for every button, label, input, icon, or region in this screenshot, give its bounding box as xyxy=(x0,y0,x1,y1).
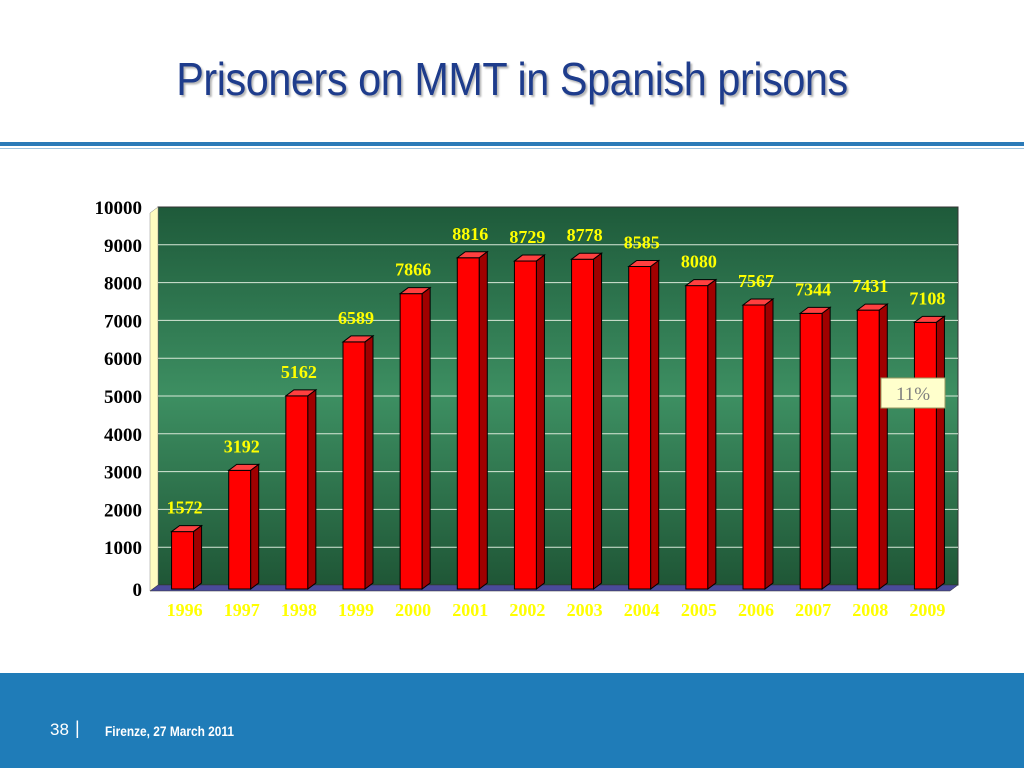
x-tick-label: 2003 xyxy=(567,600,603,620)
data-label: 3192 xyxy=(224,436,260,456)
bar-side xyxy=(250,463,260,590)
bar-side xyxy=(650,259,660,590)
data-label: 8816 xyxy=(452,224,488,244)
y-tick-label: 10000 xyxy=(95,198,143,219)
x-tick-label: 2001 xyxy=(452,600,488,620)
bar-side xyxy=(478,250,488,590)
plot-floor xyxy=(149,584,959,592)
y-tick-label: 0 xyxy=(133,580,143,601)
bar xyxy=(799,312,823,590)
data-label: 7866 xyxy=(395,260,431,280)
x-tick-label: 2009 xyxy=(909,600,945,620)
y-tick-label: 3000 xyxy=(104,463,142,484)
title-divider xyxy=(0,142,1024,146)
y-tick-label: 4000 xyxy=(104,425,142,446)
footer-text: Firenze, 27 March 2011 xyxy=(105,723,235,739)
bar xyxy=(685,285,709,590)
x-tick-label: 2008 xyxy=(852,600,888,620)
x-tick-label: 2000 xyxy=(395,600,431,620)
bar xyxy=(628,265,652,590)
x-tick-label: 1998 xyxy=(281,600,317,620)
bar xyxy=(342,341,366,590)
data-label: 6589 xyxy=(338,308,374,328)
data-label: 8729 xyxy=(509,227,545,247)
data-label: 5162 xyxy=(281,362,317,382)
bar-side xyxy=(535,254,545,590)
bar xyxy=(456,257,480,590)
bar xyxy=(513,260,537,590)
bar-side xyxy=(764,297,774,590)
x-tick-label: 2002 xyxy=(509,600,545,620)
bar xyxy=(913,321,937,590)
bar-side xyxy=(707,278,717,590)
plot-side-wall xyxy=(149,206,159,592)
y-tick-label: 1000 xyxy=(104,538,142,559)
y-tick-label: 5000 xyxy=(104,387,142,408)
bar-side xyxy=(593,252,603,590)
bar-side xyxy=(307,388,317,590)
annotation-text: 11% xyxy=(896,384,930,405)
y-tick-label: 6000 xyxy=(104,349,142,370)
bar xyxy=(856,309,880,590)
bar-chart: 0 1000 2000 3000 4000 5000 6000 7000 8000 9000 100… xyxy=(95,198,959,620)
footer-bar xyxy=(0,673,1024,768)
bar-side xyxy=(364,334,374,590)
data-label: 7108 xyxy=(909,288,945,308)
bar-side xyxy=(878,303,888,590)
data-label: 8585 xyxy=(624,232,660,252)
bar-side xyxy=(935,315,945,590)
x-tick-label: 1997 xyxy=(224,600,260,620)
x-tick-label: 2007 xyxy=(795,600,831,620)
slide-title: Prisoners on MMT in Spanish prisons xyxy=(176,53,848,105)
page-separator: | xyxy=(75,718,80,738)
annotation-box xyxy=(880,377,946,409)
bar-side xyxy=(821,306,831,590)
bar-side xyxy=(421,286,431,590)
data-label: 8778 xyxy=(567,225,603,245)
page-number: 38 xyxy=(50,720,69,739)
data-label: 7344 xyxy=(795,279,831,299)
data-label: 8080 xyxy=(681,252,717,272)
y-tick-label: 2000 xyxy=(104,500,142,521)
bar xyxy=(742,304,766,590)
data-label: 7567 xyxy=(738,271,774,291)
bar xyxy=(399,293,423,590)
bar xyxy=(171,531,195,590)
bar xyxy=(285,395,309,590)
x-tick-label: 1996 xyxy=(167,600,203,620)
x-tick-label: 1999 xyxy=(338,600,374,620)
data-label: 7431 xyxy=(852,276,888,296)
x-tick-label: 2006 xyxy=(738,600,774,620)
title-divider-thin xyxy=(0,148,1024,149)
y-tick-label: 9000 xyxy=(104,236,142,257)
bar xyxy=(571,258,595,590)
y-tick-label: 8000 xyxy=(104,274,142,295)
bar-side xyxy=(193,524,203,590)
data-label: 1572 xyxy=(167,498,203,518)
y-tick-label: 7000 xyxy=(104,311,142,332)
x-tick-label: 2004 xyxy=(624,600,660,620)
bar xyxy=(228,469,252,590)
x-tick-label: 2005 xyxy=(681,600,717,620)
